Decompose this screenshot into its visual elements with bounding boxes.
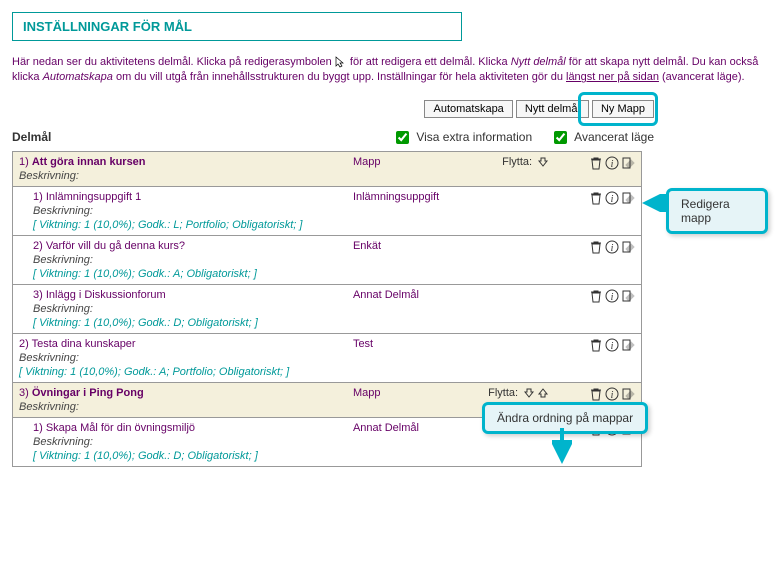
check-extra-info-label: Visa extra information bbox=[416, 130, 532, 144]
edit-cursor-icon bbox=[335, 56, 347, 68]
row-title: 3) Inlägg i Diskussionforum bbox=[33, 289, 341, 301]
desc-label: Beskrivning: bbox=[19, 352, 341, 364]
row-type: Inlämningsuppgift bbox=[347, 186, 476, 235]
item-row: 1) Inlämningsuppgift 1 Beskrivning: [ Vikt… bbox=[13, 186, 642, 235]
info-icon[interactable]: i bbox=[605, 191, 619, 205]
row-title: 2) Testa dina kunskaper bbox=[19, 338, 341, 350]
item-row: 3) Inlägg i Diskussionforum Beskrivning: [… bbox=[13, 284, 642, 333]
intro-link[interactable]: längst ner på sidan bbox=[566, 71, 659, 83]
intro-part2: för att redigera ett delmål. Klicka bbox=[350, 56, 511, 68]
annotation-edit-folder: Redigera mapp bbox=[666, 188, 768, 234]
delete-icon[interactable] bbox=[589, 191, 603, 205]
row-title: 1) Skapa Mål för din övningsmiljö bbox=[33, 422, 341, 434]
actions-cell: i bbox=[555, 235, 641, 284]
check-advanced-label: Avancerat läge bbox=[574, 130, 654, 144]
check-extra-info[interactable]: Visa extra information bbox=[392, 128, 532, 147]
row-type: Test bbox=[347, 333, 476, 382]
row-type: Annat Delmål bbox=[347, 284, 476, 333]
move-cell bbox=[476, 333, 555, 382]
desc-label: Beskrivning: bbox=[19, 170, 341, 182]
annotation-edit-folder-text: Redigera mapp bbox=[681, 197, 730, 225]
section-heading: Delmål bbox=[12, 130, 51, 144]
desc-label: Beskrivning: bbox=[33, 205, 341, 217]
svg-text:i: i bbox=[611, 243, 614, 254]
move-label: Flytta: bbox=[502, 156, 532, 168]
actions-cell: i bbox=[555, 284, 641, 333]
intro-italic2: Automatskapa bbox=[43, 71, 113, 83]
annotation-reorder-arrow bbox=[552, 426, 572, 466]
svg-text:i: i bbox=[611, 341, 614, 352]
edit-icon[interactable] bbox=[621, 338, 635, 352]
intro-part5: (avancerat läge). bbox=[662, 71, 745, 83]
move-down-icon[interactable] bbox=[523, 387, 535, 399]
svg-text:i: i bbox=[611, 194, 614, 205]
check-advanced-box[interactable] bbox=[554, 131, 567, 144]
info-icon[interactable]: i bbox=[605, 387, 619, 401]
delete-icon[interactable] bbox=[589, 156, 603, 170]
move-cell bbox=[476, 186, 555, 235]
actions-cell: i bbox=[555, 333, 641, 382]
row-type: Mapp bbox=[347, 151, 476, 186]
intro-text: Här nedan ser du aktivitetens delmål. Kl… bbox=[12, 55, 768, 86]
row-type: Mapp bbox=[347, 382, 476, 417]
check-advanced[interactable]: Avancerat läge bbox=[550, 128, 654, 147]
edit-icon[interactable] bbox=[621, 387, 635, 401]
delete-icon[interactable] bbox=[589, 387, 603, 401]
move-down-icon[interactable] bbox=[537, 156, 549, 168]
intro-italic1: Nytt delmål bbox=[511, 56, 566, 68]
row-title: 2) Varför vill du gå denna kurs? bbox=[33, 240, 341, 252]
row-title: 1) Inlämningsuppgift 1 bbox=[33, 191, 341, 203]
nytt-delmal-button[interactable]: Nytt delmål bbox=[516, 100, 589, 118]
autoskapa-button[interactable]: Automatskapa bbox=[424, 100, 512, 118]
annotation-edit-folder-arrow bbox=[642, 194, 668, 212]
move-cell: Flytta: bbox=[476, 151, 555, 186]
svg-text:i: i bbox=[611, 159, 614, 170]
edit-icon[interactable] bbox=[621, 240, 635, 254]
info-icon[interactable]: i bbox=[605, 240, 619, 254]
move-label: Flytta: bbox=[488, 387, 518, 399]
move-up-icon[interactable] bbox=[537, 387, 549, 399]
edit-icon[interactable] bbox=[621, 156, 635, 170]
actions-cell: i bbox=[555, 186, 641, 235]
delete-icon[interactable] bbox=[589, 240, 603, 254]
desc-detail: [ Viktning: 1 (10,0%); Godk.: D; Obligat… bbox=[33, 317, 341, 329]
svg-text:i: i bbox=[611, 390, 614, 401]
desc-label: Beskrivning: bbox=[19, 401, 341, 413]
page-title: INSTÄLLNINGAR FÖR MÅL bbox=[12, 12, 462, 41]
move-cell bbox=[476, 235, 555, 284]
desc-detail: [ Viktning: 1 (10,0%); Godk.: D; Obligat… bbox=[33, 450, 341, 462]
row-title: 3) Övningar i Ping Pong bbox=[19, 387, 341, 399]
row-type: Annat Delmål bbox=[347, 417, 476, 466]
delete-icon[interactable] bbox=[589, 289, 603, 303]
edit-icon[interactable] bbox=[621, 191, 635, 205]
info-icon[interactable]: i bbox=[605, 289, 619, 303]
folder-row: 1) Att göra innan kursen Beskrivning: Mapp… bbox=[13, 151, 642, 186]
desc-label: Beskrivning: bbox=[33, 436, 341, 448]
intro-part4: om du vill utgå från innehållsstrukturen… bbox=[116, 71, 566, 83]
intro-part1: Här nedan ser du aktivitetens delmål. Kl… bbox=[12, 56, 335, 68]
info-icon[interactable]: i bbox=[605, 156, 619, 170]
desc-detail: [ Viktning: 1 (10,0%); Godk.: L; Portfol… bbox=[33, 219, 341, 231]
edit-icon[interactable] bbox=[621, 289, 635, 303]
page-wrapper: INSTÄLLNINGAR FÖR MÅL Här nedan ser du a… bbox=[12, 12, 768, 467]
row-type: Enkät bbox=[347, 235, 476, 284]
annotation-reorder-text: Ändra ordning på mappar bbox=[497, 411, 633, 425]
desc-label: Beskrivning: bbox=[33, 254, 341, 266]
desc-detail: [ Viktning: 1 (10,0%); Godk.: A; Obligat… bbox=[33, 268, 341, 280]
svg-text:i: i bbox=[611, 292, 614, 303]
actions-cell: i bbox=[555, 151, 641, 186]
delete-icon[interactable] bbox=[589, 338, 603, 352]
desc-detail: [ Viktning: 1 (10,0%); Godk.: A; Portfol… bbox=[19, 366, 341, 378]
row-title: 1) Att göra innan kursen bbox=[19, 156, 341, 168]
ny-mapp-button[interactable]: Ny Mapp bbox=[592, 100, 654, 118]
desc-label: Beskrivning: bbox=[33, 303, 341, 315]
info-icon[interactable]: i bbox=[605, 338, 619, 352]
move-cell bbox=[476, 284, 555, 333]
item-row: 2) Varför vill du gå denna kurs? Beskrivn… bbox=[13, 235, 642, 284]
section-heading-row: Delmål Visa extra information Avancerat … bbox=[12, 128, 654, 147]
item-row: 2) Testa dina kunskaper Beskrivning: [ Vik… bbox=[13, 333, 642, 382]
button-row: Automatskapa Nytt delmål Ny Mapp bbox=[12, 100, 654, 118]
check-extra-info-box[interactable] bbox=[396, 131, 409, 144]
